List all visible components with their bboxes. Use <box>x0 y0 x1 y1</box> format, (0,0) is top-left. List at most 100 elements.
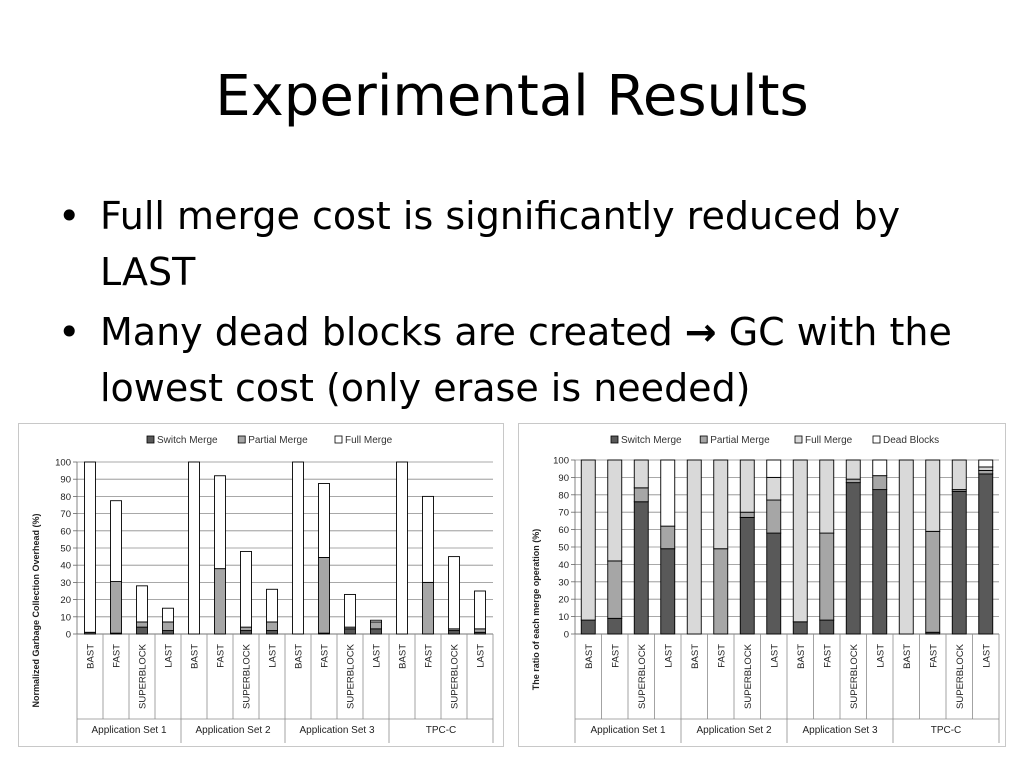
bullet-text-before: Many dead blocks are created <box>100 310 685 354</box>
bar-segment <box>292 461 304 635</box>
y-tick-label: 60 <box>60 526 71 537</box>
y-tick-label: 90 <box>60 475 71 486</box>
merge-ratio-chart: Switch Merge Partial Merge Full Merge Dead … <box>531 435 1000 743</box>
bar-segment <box>713 459 729 550</box>
bar-segment <box>686 459 702 635</box>
legend-label: Dead Blocks <box>883 435 939 446</box>
y-tick-label: 70 <box>558 508 569 519</box>
legend-swatch <box>699 435 708 444</box>
bar-segment <box>739 511 755 518</box>
y-tick-label: 0 <box>564 630 569 641</box>
bar-segment <box>766 476 782 501</box>
y-tick-label: 90 <box>558 473 569 484</box>
category-label: FAST <box>610 644 621 668</box>
bullet-item: • Full merge cost is significantly reduc… <box>58 188 978 300</box>
bar-segment <box>766 459 782 478</box>
bullet-text-after: GC with the lowest cost (only erase is n… <box>100 310 952 410</box>
legend-label: Partial Merge <box>248 435 308 446</box>
bar-segment <box>136 585 148 623</box>
bar-segment <box>448 556 460 630</box>
category-label: FAST <box>112 644 123 668</box>
category-label: SUPERBLOCK <box>450 643 461 709</box>
bar-segment <box>110 581 122 634</box>
y-tick-label: 60 <box>558 525 569 536</box>
bar-segment <box>872 475 888 491</box>
bar-segment <box>951 459 967 491</box>
bar-segment <box>607 459 623 562</box>
bar-segment <box>925 530 941 633</box>
bar-segment <box>898 459 914 635</box>
bar-segment <box>318 483 330 558</box>
bar-segment <box>370 628 382 635</box>
bar-segment <box>872 459 888 477</box>
y-tick-label: 50 <box>60 544 71 555</box>
group-label: Application Set 3 <box>802 725 877 736</box>
bar-segment <box>344 593 356 628</box>
category-label: LAST <box>164 644 175 668</box>
y-tick-label: 40 <box>60 561 71 572</box>
bar-segment <box>370 619 382 623</box>
bar-segment <box>240 630 252 635</box>
category-label: BAST <box>902 644 913 669</box>
y-tick-label: 20 <box>60 595 71 606</box>
bar-segment <box>978 473 994 635</box>
bar-segment <box>214 475 226 570</box>
category-label: FAST <box>216 644 227 668</box>
category-label: SUPERBLOCK <box>346 643 357 709</box>
bar-segment <box>266 621 278 632</box>
bar-segment <box>318 557 330 634</box>
category-label: FAST <box>716 644 727 668</box>
bar-segment <box>845 459 861 480</box>
legend-label: Full Merge <box>345 435 393 446</box>
bar-segment <box>633 501 649 635</box>
category-label: BAST <box>690 644 701 669</box>
bar-segment <box>978 469 994 475</box>
category-label: SUPERBLOCK <box>743 643 754 709</box>
bar-segment <box>136 626 148 635</box>
group-label: TPC-C <box>931 725 962 736</box>
bar-segment <box>792 621 808 635</box>
bar-segment <box>845 482 861 635</box>
bar-segment <box>580 459 596 621</box>
bar-segment <box>819 619 835 635</box>
y-tick-label: 50 <box>558 543 569 554</box>
y-tick-label: 20 <box>558 595 569 606</box>
bar-segment <box>162 630 174 635</box>
bar-segment <box>448 630 460 635</box>
bar-segment <box>819 532 835 621</box>
group-label: TPC-C <box>426 725 457 736</box>
bar-segment <box>766 532 782 635</box>
bullet-text: Full merge cost is significantly reduced… <box>100 194 901 294</box>
y-tick-label: 30 <box>558 577 569 588</box>
legend-label: Partial Merge <box>710 435 770 446</box>
category-label: LAST <box>476 644 487 668</box>
category-label: LAST <box>372 644 383 668</box>
bar-segment <box>110 500 122 582</box>
category-label: SUPERBLOCK <box>138 643 149 709</box>
y-tick-label: 100 <box>55 458 71 469</box>
bullet-list: • Full merge cost is significantly reduc… <box>58 188 978 420</box>
category-label: SUPERBLOCK <box>637 643 648 709</box>
group-label: Application Set 3 <box>299 725 374 736</box>
y-tick-label: 40 <box>558 560 569 571</box>
y-tick-label: 100 <box>553 456 569 467</box>
bar-segment <box>978 459 994 468</box>
group-label: Application Set 1 <box>91 725 166 736</box>
category-label: FAST <box>928 644 939 668</box>
bar-segment <box>422 495 434 583</box>
category-label: SUPERBLOCK <box>955 643 966 709</box>
category-label: FAST <box>320 644 331 668</box>
gc-overhead-chart: Switch Merge Partial Merge Full Merge 0 10 20… <box>31 435 494 743</box>
bar-segment <box>633 487 649 503</box>
y-axis-title: Normalized Garbage Collection Overhead (… <box>31 513 41 707</box>
bar-segment <box>474 628 486 633</box>
bar-segment <box>136 621 148 628</box>
y-tick-label: 80 <box>60 492 71 503</box>
legend-swatch <box>237 435 246 444</box>
bar-segment <box>819 459 835 534</box>
legend-label: Switch Merge <box>157 435 218 446</box>
bar-segment <box>214 568 226 635</box>
group-label: Application Set 1 <box>590 725 665 736</box>
y-tick-label: 70 <box>60 509 71 520</box>
bar-segment <box>925 459 941 532</box>
